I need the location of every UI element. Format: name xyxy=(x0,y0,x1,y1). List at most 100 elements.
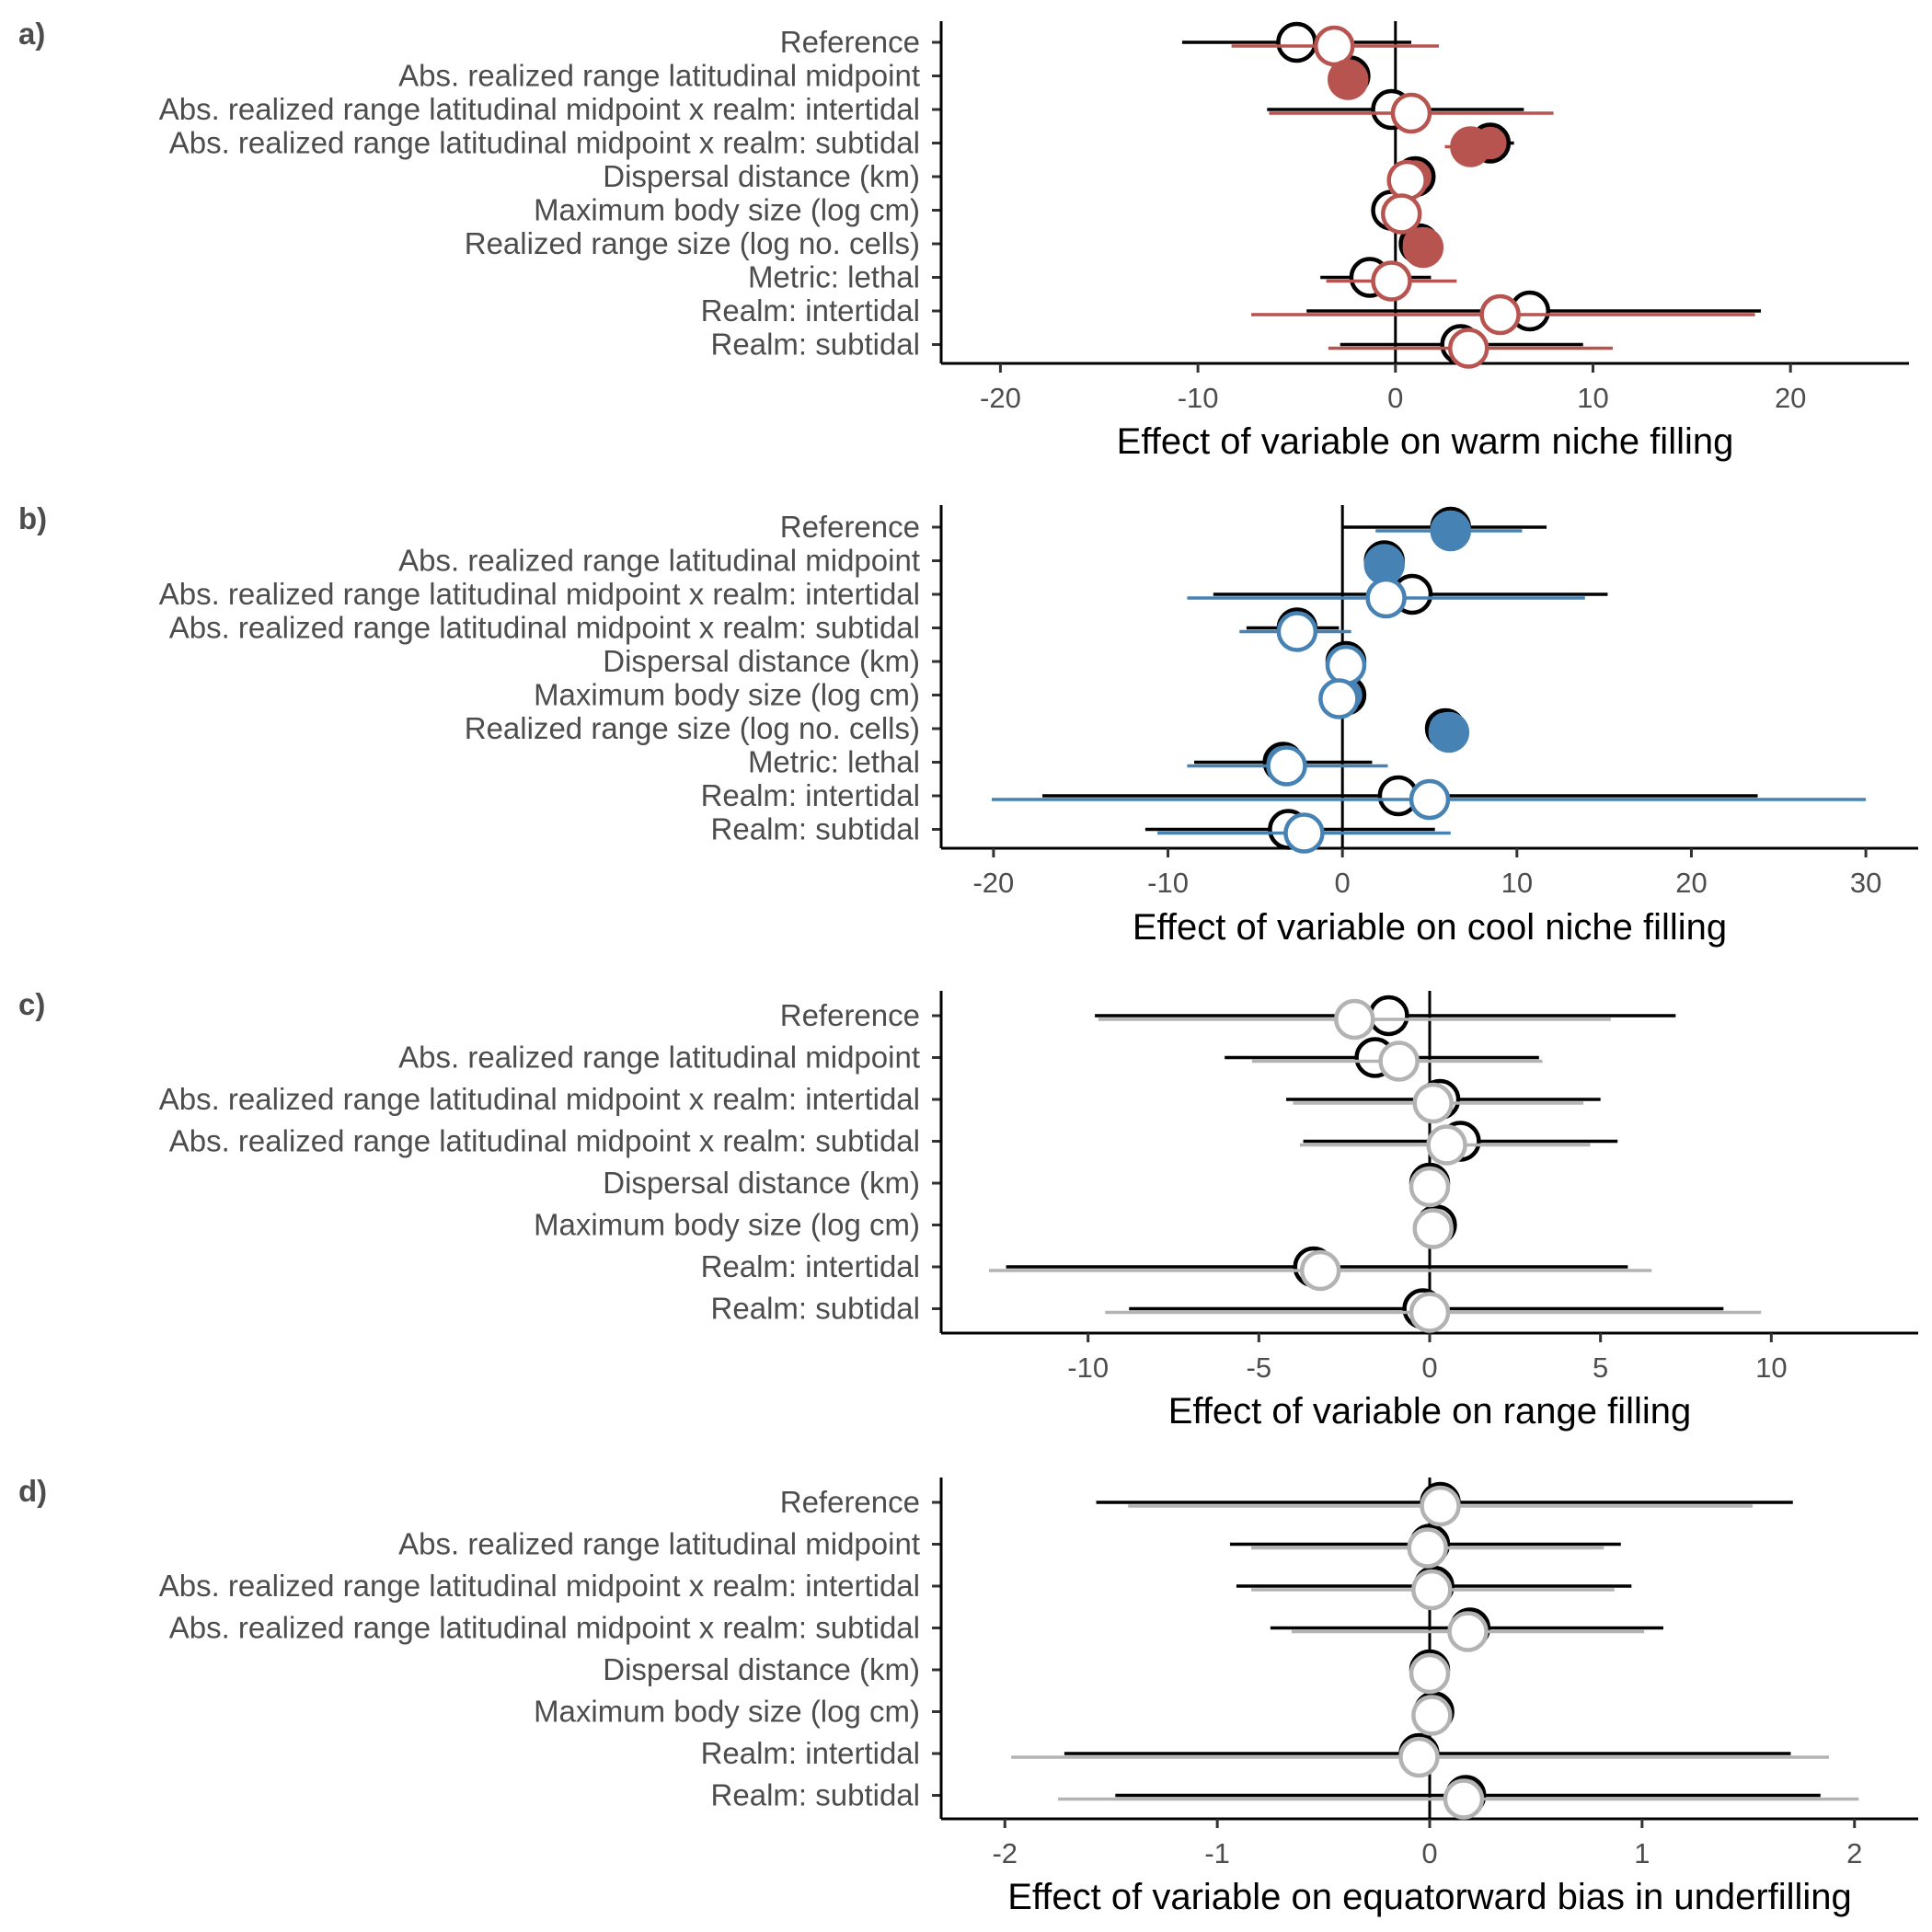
estimate-point xyxy=(1398,1736,1440,1778)
category-label: Dispersal distance (km) xyxy=(603,1652,920,1686)
estimate-point xyxy=(1276,21,1317,63)
estimate-point xyxy=(1371,260,1412,302)
estimate-point xyxy=(1365,577,1407,619)
estimate-point xyxy=(1411,1695,1453,1736)
x-tick-label: -10 xyxy=(1178,382,1219,414)
estimate-point xyxy=(1328,59,1369,100)
x-tick-label: 0 xyxy=(1421,1351,1437,1384)
x-tick-label: 10 xyxy=(1755,1351,1787,1384)
estimate-point xyxy=(1407,1527,1448,1569)
estimate-point xyxy=(1276,611,1318,652)
estimate-point xyxy=(1363,544,1405,585)
x-axis-title: Effect of variable on warm niche filling xyxy=(1117,421,1734,462)
estimate-point xyxy=(1428,711,1470,753)
estimate-point xyxy=(1283,812,1325,854)
category-label: Realm: intertidal xyxy=(701,778,920,812)
x-tick-label: -10 xyxy=(1147,867,1189,899)
estimate-point xyxy=(1409,1652,1451,1695)
estimate-point xyxy=(1426,1124,1467,1166)
x-tick-label: -1 xyxy=(1204,1837,1230,1869)
category-label: Realized range size (log no. cells) xyxy=(465,226,920,260)
estimate-point xyxy=(1412,1208,1454,1249)
x-tick-label: -5 xyxy=(1247,1351,1272,1384)
category-label: Abs. realized range latitudinal midpoint… xyxy=(169,1611,920,1645)
category-label: Maximum body size (log cm) xyxy=(534,1695,920,1729)
x-tick-label: 20 xyxy=(1675,867,1707,899)
estimate-point xyxy=(1368,995,1409,1037)
panel-label: c) xyxy=(18,987,45,1021)
category-label: Dispersal distance (km) xyxy=(603,159,920,193)
category-label: Realm: intertidal xyxy=(701,1249,920,1283)
estimate-point xyxy=(1378,1041,1420,1082)
x-axis-title: Effect of variable on equatorward bias i… xyxy=(1007,1877,1852,1917)
category-label: Abs. realized range latitudinal midpoint… xyxy=(159,1082,920,1116)
x-axis-title: Effect of variable on cool niche filling xyxy=(1133,907,1727,948)
estimate-point xyxy=(1420,1485,1461,1527)
estimate-point xyxy=(1313,25,1355,67)
category-label: Realm: subtidal xyxy=(711,812,920,846)
x-tick-label: 0 xyxy=(1421,1837,1437,1869)
estimate-point xyxy=(1443,1778,1485,1820)
estimate-point xyxy=(1334,998,1375,1041)
estimate-point xyxy=(1411,1569,1453,1611)
category-label: Realm: subtidal xyxy=(711,328,920,362)
category-label: Metric: lethal xyxy=(748,260,920,294)
category-label: Maximum body size (log cm) xyxy=(534,678,920,712)
x-tick-label: 10 xyxy=(1501,867,1533,899)
x-tick-label: 30 xyxy=(1850,867,1881,899)
category-label: Abs. realized range latitudinal midpoint xyxy=(398,59,920,93)
category-label: Abs. realized range latitudinal midpoint xyxy=(398,1527,920,1561)
estimate-point xyxy=(1409,1292,1451,1333)
panel-label: d) xyxy=(18,1474,47,1508)
estimate-point xyxy=(1479,293,1521,336)
estimate-point xyxy=(1409,778,1451,821)
x-tick-label: 10 xyxy=(1577,382,1608,414)
estimate-point xyxy=(1409,1166,1451,1208)
category-label: Metric: lethal xyxy=(748,745,920,779)
category-label: Realm: subtidal xyxy=(711,1292,920,1326)
category-label: Realm: intertidal xyxy=(701,293,920,328)
category-label: Realized range size (log no. cells) xyxy=(465,711,920,745)
category-label: Maximum body size (log cm) xyxy=(534,193,920,227)
category-label: Abs. realized range latitudinal midpoint… xyxy=(159,577,920,611)
category-label: Reference xyxy=(780,1485,920,1519)
panel-label: a) xyxy=(18,17,45,51)
category-label: Reference xyxy=(780,510,920,544)
category-label: Abs. realized range latitudinal midpoint… xyxy=(169,1124,920,1158)
x-tick-label: -20 xyxy=(980,382,1021,414)
category-label: Abs. realized range latitudinal midpoint… xyxy=(169,126,920,160)
estimate-point xyxy=(1299,1249,1341,1292)
x-axis-title: Effect of variable on range filling xyxy=(1168,1391,1692,1432)
category-label: Abs. realized range latitudinal midpoint xyxy=(398,1041,920,1075)
x-tick-label: 20 xyxy=(1775,382,1806,414)
x-tick-label: 5 xyxy=(1593,1351,1608,1384)
estimate-point xyxy=(1447,1611,1489,1652)
panel-label: b) xyxy=(18,501,47,535)
category-label: Dispersal distance (km) xyxy=(603,644,920,678)
x-tick-label: -10 xyxy=(1067,1351,1109,1384)
category-label: Abs. realized range latitudinal midpoint xyxy=(398,544,920,578)
x-tick-label: -2 xyxy=(992,1837,1018,1869)
x-tick-label: 2 xyxy=(1846,1837,1862,1869)
category-label: Maximum body size (log cm) xyxy=(534,1208,920,1242)
x-tick-label: 0 xyxy=(1335,867,1351,899)
category-label: Reference xyxy=(780,998,920,1032)
estimate-point xyxy=(1390,92,1432,134)
estimate-point xyxy=(1266,745,1307,787)
category-label: Reference xyxy=(780,25,920,59)
category-label: Realm: intertidal xyxy=(701,1736,920,1770)
x-tick-label: -20 xyxy=(972,867,1014,899)
estimate-point xyxy=(1450,126,1491,167)
estimate-point xyxy=(1430,510,1472,552)
x-tick-label: 1 xyxy=(1634,1837,1650,1869)
estimate-point xyxy=(1402,226,1444,269)
estimate-point xyxy=(1447,328,1489,369)
estimate-point xyxy=(1380,193,1422,235)
estimate-point xyxy=(1318,678,1360,719)
estimate-point xyxy=(1412,1082,1454,1124)
x-tick-label: 0 xyxy=(1387,382,1403,414)
category-label: Abs. realized range latitudinal midpoint… xyxy=(159,1569,920,1603)
category-label: Abs. realized range latitudinal midpoint… xyxy=(169,611,920,645)
estimate-point xyxy=(1386,159,1428,201)
